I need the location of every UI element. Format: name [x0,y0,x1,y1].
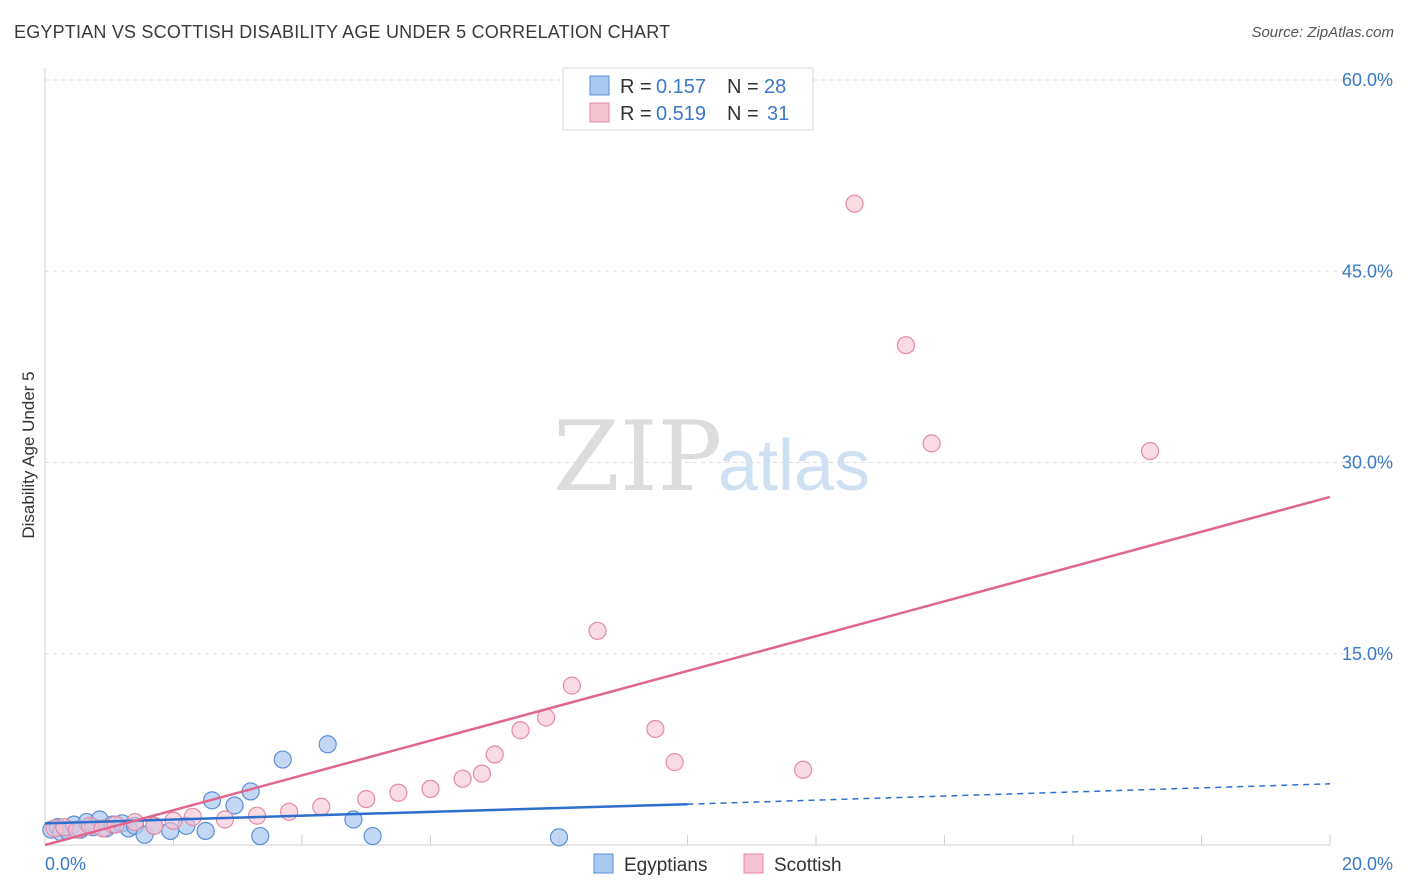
legend-r-label-pink: R = [620,103,652,125]
scottish-point-15 [389,783,408,802]
watermark-zip: ZIP [553,401,722,513]
scottish-point-16 [421,779,440,799]
bottom-legend-swatch-pink [743,853,764,874]
x-tick-label-0: 0.0% [45,854,86,874]
scottish-trend-line [44,495,1331,847]
legend-r-value-blue: 0.157 [656,76,706,98]
scottish-point-23 [588,621,607,640]
bottom-legend: Egyptians Scottish [593,853,842,876]
scottish-point-19 [485,745,504,764]
scottish-point-25 [665,753,684,772]
scottish-points [45,194,1160,839]
scottish-point-12 [280,802,299,821]
legend-n-label-blue: N = [727,76,759,98]
scottish-point-29 [922,434,941,453]
scottish-point-17 [453,769,472,788]
x-tick-label-1: 20.0% [1342,854,1393,874]
legend-r-label-blue: R = [620,76,652,98]
egyptians-trend-line [44,802,688,825]
watermark-atlas: atlas [718,426,870,506]
watermark: ZIP atlas [553,401,870,513]
bottom-legend-scottish: Scottish [774,855,842,876]
tick-labels: 15.0% 30.0% 45.0% 60.0% 0.0% 20.0% [45,70,1393,874]
egyptians-point-18 [196,821,215,841]
egyptians-point-27 [549,828,569,847]
source-note: Source: ZipAtlas.com [1251,24,1394,41]
bottom-legend-swatch-blue [593,853,614,874]
y-tick-label-3: 60.0% [1342,70,1393,90]
legend-n-value-blue: 28 [764,76,786,98]
scottish-point-27 [845,194,864,213]
y-tick-label-2: 45.0% [1342,261,1393,281]
legend-r-value-pink: 0.519 [656,103,706,125]
scottish-point-13 [312,797,331,816]
egyptians-point-22 [251,826,270,846]
egyptians-trend-extension [687,783,1331,805]
trend-lines [44,495,1331,847]
scottish-point-9 [183,807,202,827]
y-tick-label-0: 15.0% [1342,644,1393,664]
scottish-point-28 [896,336,916,355]
scottish-point-20 [511,721,530,740]
legend-swatch-blue [589,75,610,96]
legend-swatch-pink [589,102,610,123]
chart-title: EGYPTIAN VS SCOTTISH DISABILITY AGE UNDE… [14,22,671,42]
scottish-point-10 [215,810,234,829]
scottish-point-7 [145,816,164,835]
scottish-point-26 [794,760,813,779]
egyptians-point-26 [363,826,382,846]
scottish-point-22 [562,676,581,695]
egyptians-point-24 [318,735,337,754]
legend-n-label-pink: N = [727,103,759,125]
egyptians-point-20 [225,796,244,815]
legend-n-value-pink: 31 [767,103,789,125]
scottish-point-30 [1140,441,1160,461]
scottish-point-14 [357,789,376,809]
scottish-point-18 [472,764,491,783]
stats-legend: R = 0.157 N = 28 R = 0.519 N = 31 [562,67,814,131]
grid-layer [44,79,1392,845]
egyptians-point-23 [273,750,292,769]
scottish-point-24 [646,719,665,739]
y-tick-label-1: 30.0% [1342,453,1393,473]
y-axis-label: Disability Age Under 5 [19,371,38,538]
bottom-legend-egyptians: Egyptians [624,855,707,876]
